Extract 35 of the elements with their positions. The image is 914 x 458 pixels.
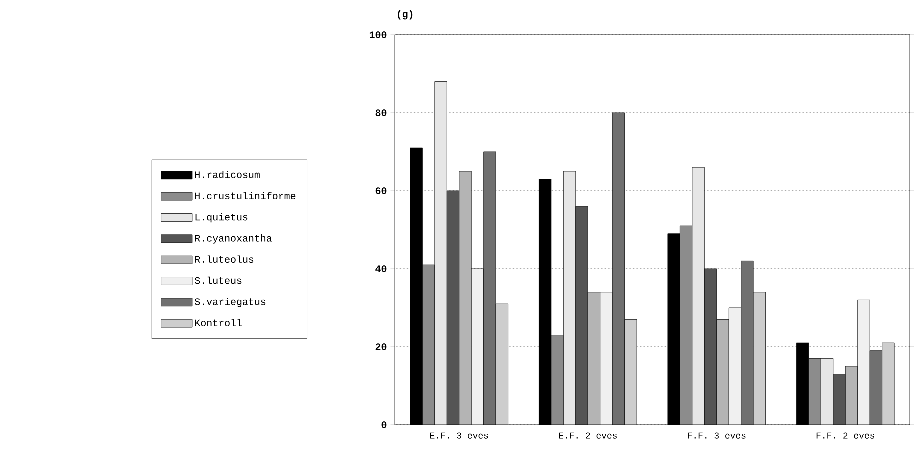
y-tick-label: 60	[376, 188, 387, 194]
legend-label: H.crustuliniforme	[195, 192, 296, 200]
bar	[459, 171, 472, 425]
y-axis-title: (g)	[398, 10, 413, 20]
legend-label: R.luteolus	[195, 256, 254, 264]
bar	[422, 264, 436, 425]
y-tick-label: 0	[382, 422, 387, 428]
y-tick-label: 40	[376, 266, 387, 272]
legend-label: S.variegatus	[195, 298, 266, 308]
x-tick-label: E.F. 2 eves	[559, 432, 617, 439]
bar	[716, 319, 730, 425]
bar	[576, 206, 588, 425]
bar	[588, 292, 601, 425]
x-tick-label: F.F. 2 eves	[816, 432, 874, 439]
y-tick-label: 80	[376, 110, 387, 116]
bar	[680, 226, 693, 425]
y-tick-label: 20	[376, 344, 387, 350]
bar	[624, 319, 638, 425]
y-tick-label: 100	[370, 32, 387, 38]
bar	[753, 292, 766, 425]
legend-label: H.radicosum	[195, 171, 260, 178]
legend-label: S.luteus	[195, 276, 242, 284]
bar	[882, 342, 895, 425]
bar	[833, 374, 846, 425]
bar	[446, 190, 460, 425]
legend-label: R.cyanoxantha	[195, 234, 272, 244]
x-tick-label: F.F. 3 eves	[688, 432, 746, 439]
legend-label: L.quietus	[196, 213, 248, 223]
bar	[551, 335, 564, 425]
bar	[704, 268, 718, 425]
bar	[845, 366, 858, 425]
bar	[808, 358, 822, 425]
legend-label: Kontroll	[195, 319, 242, 327]
bar	[496, 304, 509, 425]
x-tick-label: E.F. 3 eves	[430, 432, 488, 439]
